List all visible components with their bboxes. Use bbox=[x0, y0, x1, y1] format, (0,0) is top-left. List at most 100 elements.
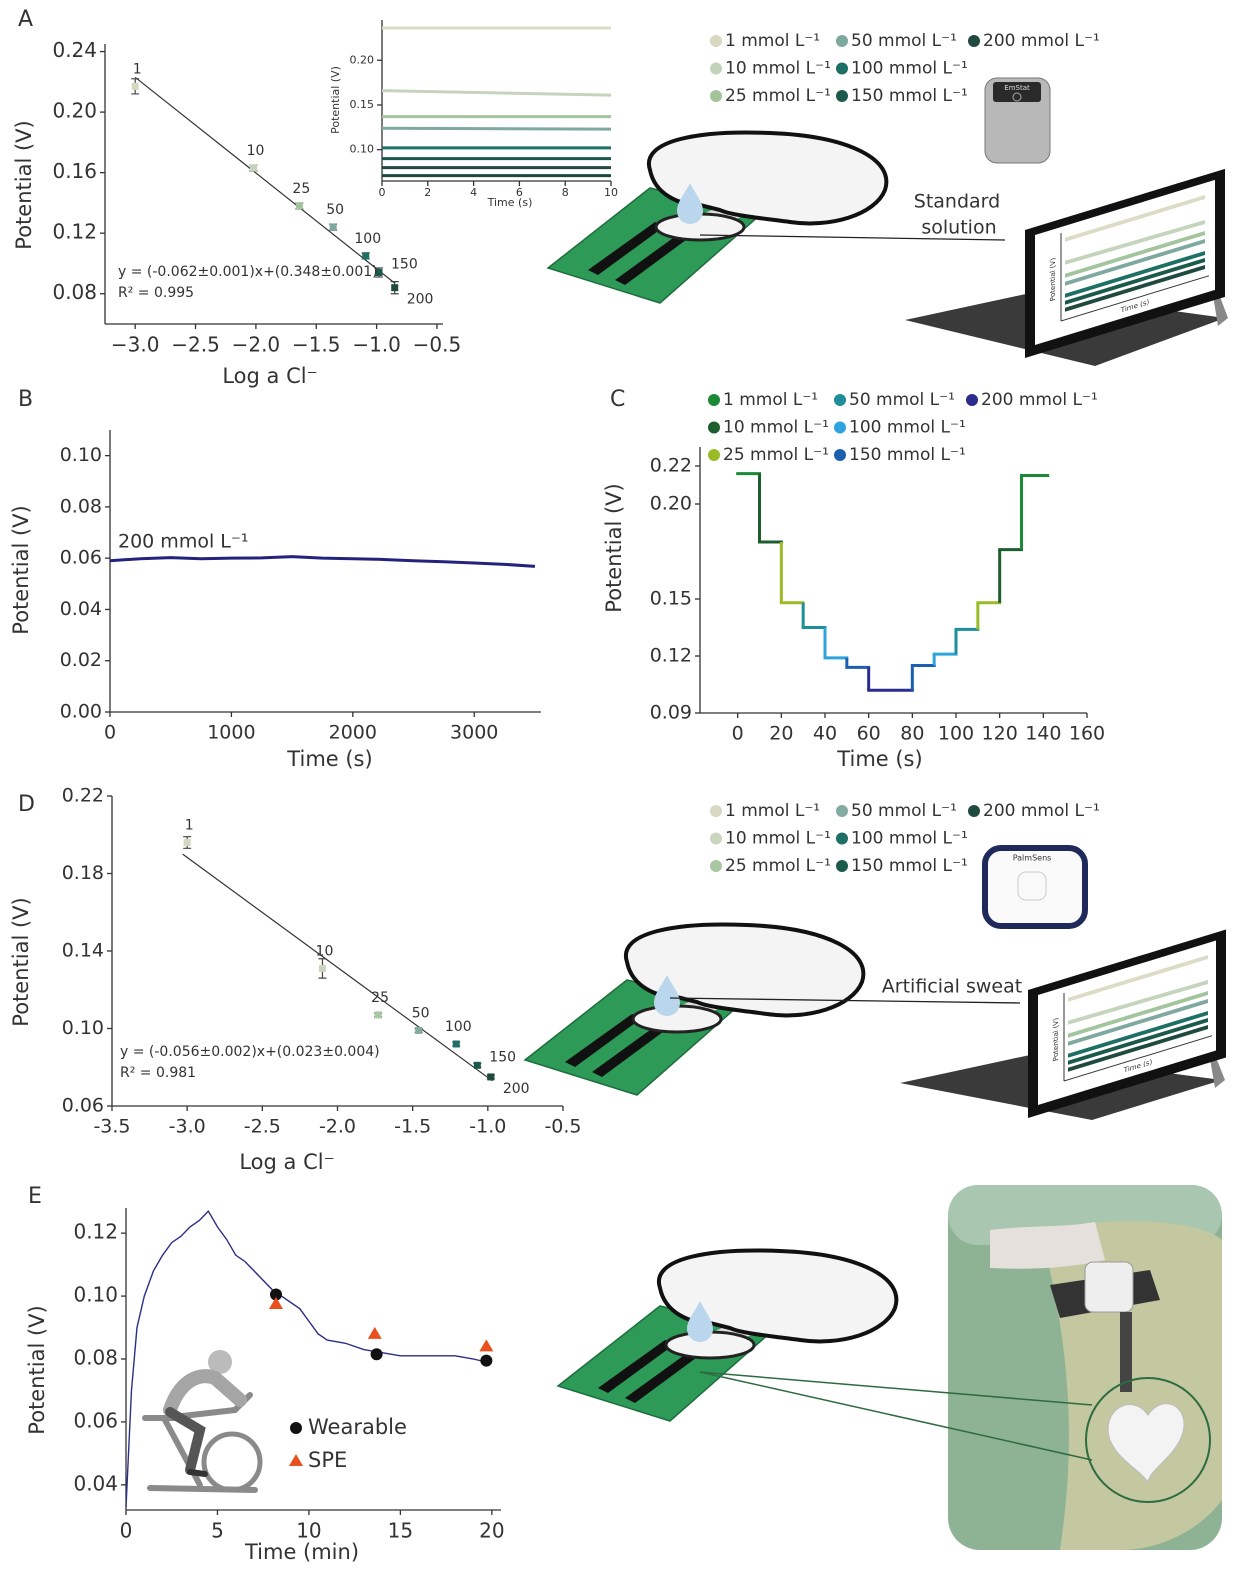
y-tick-label: 0.20 bbox=[650, 493, 692, 515]
point-label: 100 bbox=[354, 231, 381, 247]
x-tick-label: 5 bbox=[211, 1519, 224, 1543]
x-tick-label: 0 bbox=[104, 721, 116, 743]
y-tick-label: 0.22 bbox=[62, 785, 104, 807]
y-axis-title: Potential (V) bbox=[12, 120, 36, 249]
legend-label: 1 mmol L⁻¹ bbox=[723, 390, 818, 410]
x-tick-label: 20 bbox=[479, 1519, 504, 1543]
y-tick-label: 0.22 bbox=[650, 455, 692, 477]
r-squared: R² = 0.995 bbox=[118, 285, 194, 301]
x-tick-label: 0 bbox=[120, 1519, 133, 1543]
x-tick-label: 100 bbox=[938, 722, 974, 744]
annotation: 200 mmol L⁻¹ bbox=[118, 531, 249, 553]
x-axis-title: Time (s) bbox=[487, 196, 533, 209]
x-tick-label: -3.5 bbox=[93, 1115, 130, 1137]
figure: Standard solution EmStat Potential (V) T… bbox=[0, 0, 1242, 1576]
point-label: 25 bbox=[292, 181, 310, 197]
data-point bbox=[296, 202, 303, 209]
y-tick-label: 0.10 bbox=[73, 1283, 118, 1307]
y-tick-label: 0.10 bbox=[60, 444, 102, 466]
legend-label: 25 mmol L⁻¹ bbox=[723, 445, 829, 465]
data-point bbox=[250, 165, 257, 172]
arm-photo bbox=[948, 1185, 1222, 1550]
y-tick-label: 0.18 bbox=[62, 862, 104, 884]
legend-label: 150 mmol L⁻¹ bbox=[851, 856, 968, 876]
data-point bbox=[269, 1297, 283, 1309]
panel-letter: E bbox=[28, 1184, 42, 1209]
legend-marker bbox=[710, 833, 722, 845]
legend-marker bbox=[708, 394, 720, 406]
legend-label: SPE bbox=[308, 1448, 347, 1472]
x-axis-title: Log a Cl⁻ bbox=[222, 364, 317, 388]
y-tick-label: 0.04 bbox=[60, 598, 102, 620]
legend-marker bbox=[710, 63, 722, 75]
y-axis-title: Potential (V) bbox=[9, 505, 33, 634]
y-tick-label: 0.20 bbox=[52, 99, 97, 123]
x-tick-label: 4 bbox=[470, 186, 477, 199]
laptop: Potential (V) Time (s) bbox=[900, 929, 1226, 1120]
legend-marker bbox=[710, 90, 722, 102]
y-axis-title: Potential (V) bbox=[329, 66, 342, 134]
x-tick-label: -2.5 bbox=[244, 1115, 281, 1137]
legend-marker bbox=[710, 805, 722, 817]
y-tick-label: 0.06 bbox=[62, 1095, 104, 1117]
x-tick-label: −1.0 bbox=[352, 333, 401, 357]
x-tick-label: 0 bbox=[379, 186, 386, 199]
panel-letter: D bbox=[18, 792, 35, 817]
y-tick-label: 0.08 bbox=[52, 280, 97, 304]
legend-label: 100 mmol L⁻¹ bbox=[851, 829, 968, 849]
x-tick-label: 2 bbox=[424, 186, 431, 199]
data-point bbox=[479, 1339, 493, 1351]
legend-label: 200 mmol L⁻¹ bbox=[983, 31, 1100, 51]
legend-marker bbox=[836, 833, 848, 845]
x-tick-label: 0 bbox=[732, 722, 744, 744]
data-point bbox=[330, 224, 337, 231]
illustration-label: Artificial sweat bbox=[882, 976, 1022, 998]
data-point bbox=[415, 1027, 422, 1034]
legend-label: 150 mmol L⁻¹ bbox=[849, 445, 966, 465]
point-label: 25 bbox=[371, 990, 389, 1006]
legend-marker bbox=[968, 35, 980, 47]
x-tick-label: -3.0 bbox=[169, 1115, 206, 1137]
legend-marker bbox=[289, 1454, 303, 1466]
legend-marker bbox=[836, 860, 848, 872]
illustration-label: solution bbox=[921, 217, 996, 239]
point-label: 150 bbox=[489, 1049, 516, 1065]
legend-marker bbox=[834, 422, 846, 434]
data-point bbox=[362, 252, 369, 259]
point-label: 150 bbox=[391, 257, 418, 273]
data-point bbox=[319, 965, 326, 972]
data-point bbox=[132, 83, 139, 90]
point-label: 50 bbox=[412, 1005, 430, 1021]
panel-letter: B bbox=[18, 387, 33, 412]
legend-marker bbox=[290, 1422, 302, 1434]
data-point bbox=[184, 839, 191, 846]
legend-label: 25 mmol L⁻¹ bbox=[725, 86, 831, 106]
y-tick-label: 0.10 bbox=[62, 1017, 104, 1039]
x-tick-label: 160 bbox=[1069, 722, 1105, 744]
x-tick-label: -1.0 bbox=[469, 1115, 506, 1137]
screen-label: Potential (V) bbox=[1048, 256, 1057, 302]
y-tick-label: 0.15 bbox=[350, 98, 375, 111]
legend-marker bbox=[836, 63, 848, 75]
x-axis-title: Time (s) bbox=[836, 747, 922, 771]
data-point bbox=[480, 1355, 492, 1367]
potentiostat: EmStat bbox=[985, 78, 1050, 163]
legend-label: 10 mmol L⁻¹ bbox=[725, 829, 831, 849]
potentiostat: PalmSens bbox=[985, 848, 1085, 926]
legend-marker bbox=[710, 860, 722, 872]
x-tick-label: −2.5 bbox=[171, 333, 220, 357]
legend-label: 25 mmol L⁻¹ bbox=[725, 856, 831, 876]
page: Standard solution EmStat Potential (V) T… bbox=[0, 0, 1242, 1576]
point-label: 1 bbox=[185, 818, 194, 834]
y-tick-label: 0.16 bbox=[52, 159, 97, 183]
data-point bbox=[453, 1041, 460, 1048]
legend-marker bbox=[708, 449, 720, 461]
legend-label: 50 mmol L⁻¹ bbox=[851, 801, 957, 821]
screen-label: Potential (V) bbox=[1051, 1016, 1060, 1062]
y-tick-label: 0.06 bbox=[73, 1408, 118, 1432]
legend-marker bbox=[836, 805, 848, 817]
data-point bbox=[474, 1062, 481, 1069]
x-tick-label: 20 bbox=[769, 722, 793, 744]
y-tick-label: 0.08 bbox=[60, 495, 102, 517]
point-label: 100 bbox=[445, 1019, 472, 1035]
